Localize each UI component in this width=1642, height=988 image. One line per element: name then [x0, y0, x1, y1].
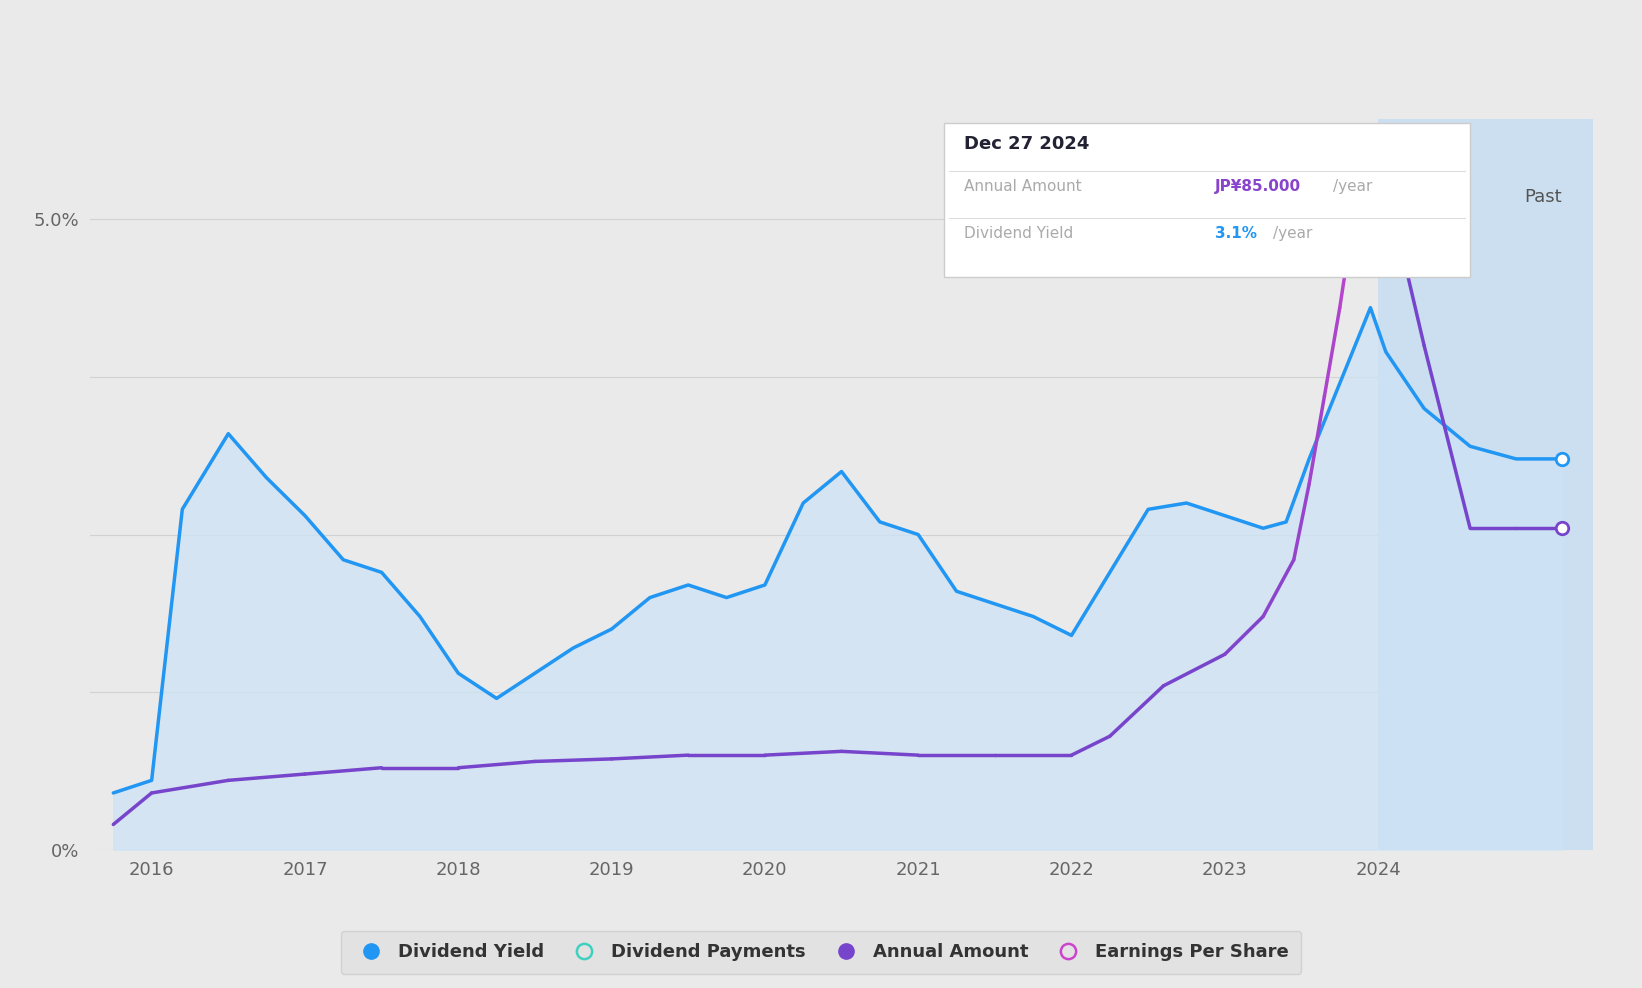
Text: 3.1%: 3.1%	[1215, 226, 1258, 241]
Text: Past: Past	[1524, 188, 1562, 206]
Text: /year: /year	[1273, 226, 1312, 241]
Text: Dec 27 2024: Dec 27 2024	[964, 135, 1089, 153]
Legend: Dividend Yield, Dividend Payments, Annual Amount, Earnings Per Share: Dividend Yield, Dividend Payments, Annua…	[340, 931, 1302, 974]
Text: Dividend Yield: Dividend Yield	[964, 226, 1074, 241]
Text: /year: /year	[1333, 179, 1373, 194]
Bar	[1378, 119, 1593, 850]
Text: Annual Amount: Annual Amount	[964, 179, 1082, 194]
Text: JP¥85.000: JP¥85.000	[1215, 179, 1300, 194]
